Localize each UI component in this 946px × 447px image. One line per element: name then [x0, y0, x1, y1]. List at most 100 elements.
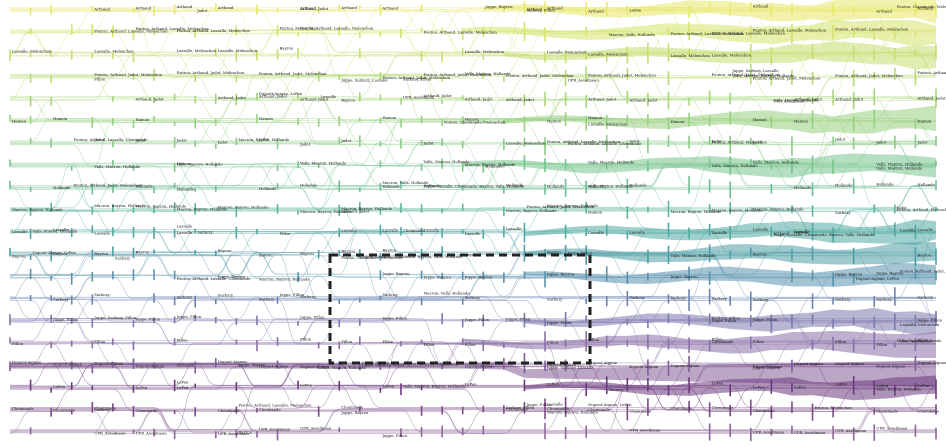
node-marker [379, 253, 382, 261]
node-label: Poutou, Arthaud, Lassalle, Melenchon [135, 26, 209, 31]
node-marker [585, 331, 587, 352]
node-marker [173, 163, 176, 172]
group-label: Valls, Macron, Bayrou, Hollande [402, 384, 466, 389]
node-marker [544, 1, 546, 15]
node-marker [544, 137, 546, 156]
node-label: Cheminade [94, 405, 117, 410]
node-marker [50, 75, 52, 84]
node-label: Arthaud, Jadot [916, 96, 946, 101]
node-marker [832, 4, 834, 17]
node-label: LePen [835, 382, 847, 387]
node-marker [585, 26, 587, 37]
node-marker [667, 200, 670, 218]
node-marker [461, 203, 464, 211]
node-marker [70, 165, 73, 171]
node-marker [935, 379, 937, 400]
node-label: Dupont-Aignan [218, 359, 248, 364]
node-label: UPR_Asselineau [876, 425, 908, 430]
node-marker [914, 268, 917, 279]
node-marker [461, 141, 464, 149]
highlight-box [328, 253, 592, 365]
node-marker [750, 25, 752, 39]
node-label: Lassalle [424, 228, 440, 233]
node-marker [297, 209, 299, 215]
node-marker [914, 355, 917, 372]
group-label: Poutou, Arthaud, Jadot, Melenchon [900, 268, 946, 273]
group-label: Poutou, Arthaud, Melenchon [897, 207, 946, 212]
node-marker [852, 7, 855, 14]
node-label: Jadot [134, 138, 146, 143]
node-label: Dupont-Aignan [547, 362, 577, 367]
node-label: Poutou, Arthaud, Jadot, Melenchon [917, 70, 946, 75]
node-marker [276, 429, 279, 441]
node-marker [173, 182, 176, 188]
node-label: Lassalle [382, 228, 398, 233]
node-label: Fillon [382, 339, 394, 344]
node-marker [379, 31, 382, 37]
node-label: Fillon [876, 342, 888, 347]
node-marker [503, 186, 505, 194]
node-marker [585, 66, 587, 82]
node-marker [173, 136, 176, 148]
node-marker [811, 293, 814, 309]
node-marker [9, 180, 11, 190]
node-marker [688, 400, 690, 413]
node-label: Hollande [300, 183, 318, 188]
node-marker [359, 5, 361, 10]
node-marker [338, 299, 341, 304]
node-label: Hollande [876, 181, 894, 186]
node-marker [482, 426, 485, 435]
node-marker [153, 318, 155, 324]
node-label: Arthaud [587, 8, 604, 13]
node-label: Cheminade [629, 408, 652, 413]
node-marker [605, 52, 608, 62]
node-label: Lassalle, Melenchon [94, 49, 134, 54]
node-marker [503, 206, 505, 216]
node-marker [503, 6, 505, 13]
node-marker [91, 5, 94, 11]
node-label: UPR_Asselineau [629, 427, 661, 432]
node-label: LePen [753, 385, 765, 390]
node-label: Juppe, Fillon [916, 317, 942, 322]
node-label: Valls, Macron, Hollande [423, 159, 471, 164]
node-marker [832, 136, 834, 146]
node-label: Lassalle, Melenchon [218, 48, 258, 53]
group-band [524, 307, 936, 336]
storyline-curve [9, 409, 936, 433]
node-marker [214, 316, 217, 324]
node-marker [359, 336, 361, 345]
node-marker [873, 49, 876, 61]
node-label: Bayrou [917, 252, 931, 257]
storyline-curve [9, 407, 936, 430]
group-label: Lassalle [547, 401, 563, 406]
node-label: Bayrou [753, 252, 767, 257]
node-label: Sarkozy [382, 292, 398, 297]
node-marker [626, 230, 629, 240]
node-label: Jadot [93, 137, 105, 142]
node-marker [29, 73, 32, 83]
node-label: Juppe, Bayrou [423, 275, 452, 280]
node-marker [832, 336, 834, 351]
node-marker [791, 69, 793, 85]
node-label: Bayrou [341, 248, 355, 253]
node-marker [585, 269, 587, 280]
node-marker [91, 117, 94, 128]
node-marker [112, 403, 114, 412]
node-label: Sarkozy [259, 296, 275, 301]
node-marker [214, 3, 217, 12]
group-label: Poutou, Arthaud, Jadot, Melenchon [74, 183, 142, 188]
node-marker [235, 339, 238, 345]
node-marker [194, 250, 196, 255]
group-label: Poutou, Arthaud, Lassalle, Cheminade [568, 141, 642, 146]
node-marker [523, 137, 526, 147]
node-marker [852, 376, 855, 395]
node-marker [461, 338, 464, 346]
node-label: LePen [465, 381, 477, 386]
node-marker [256, 339, 258, 352]
node-marker [112, 53, 114, 60]
node-marker [50, 407, 52, 417]
node-label: Arthaud [134, 5, 151, 10]
node-marker [70, 409, 73, 415]
node-marker [770, 227, 773, 238]
node-marker [379, 117, 382, 124]
